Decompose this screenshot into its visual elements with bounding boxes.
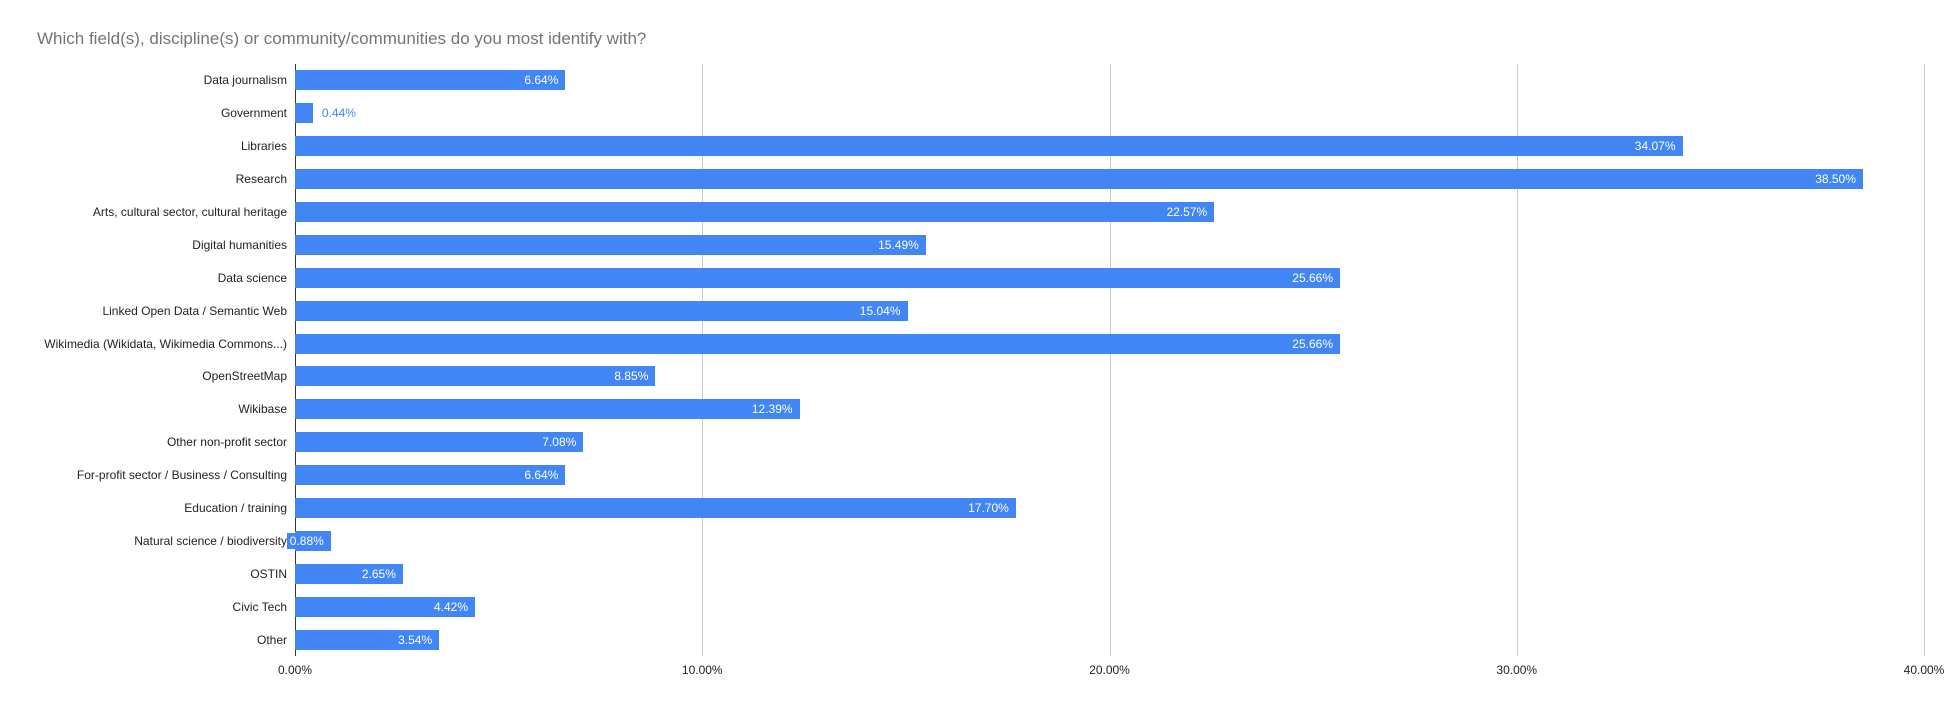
value-annotation: 34.07% bbox=[1631, 138, 1679, 155]
gridline bbox=[1924, 64, 1925, 656]
bar[interactable]: 8.85% bbox=[295, 366, 656, 387]
x-tick-label: 30.00% bbox=[1496, 663, 1538, 677]
category-label: Government bbox=[220, 106, 287, 121]
bar[interactable]: 4.42% bbox=[295, 596, 475, 617]
chart-row: Other 3.54% bbox=[257, 623, 1924, 656]
category-label: OpenStreetMap bbox=[202, 369, 287, 384]
chart-row: Education / training 17.70% bbox=[184, 492, 1924, 525]
value-annotation: 0.44% bbox=[321, 106, 356, 121]
category-label: Other bbox=[256, 632, 287, 647]
gridline bbox=[702, 64, 704, 656]
value-annotation: 17.70% bbox=[965, 500, 1012, 517]
chart-row: Digital humanities 15.49% bbox=[192, 228, 1924, 261]
bar[interactable]: 3.54% bbox=[295, 629, 440, 650]
chart-row: Civic Tech 4.42% bbox=[233, 590, 1924, 623]
chart-row: Linked Open Data / Semantic Web 15.04% bbox=[102, 294, 1924, 327]
value-annotation: 15.04% bbox=[856, 302, 904, 319]
category-label: Arts, cultural sector, cultural heritage bbox=[92, 205, 287, 219]
value-annotation: 6.64% bbox=[521, 72, 562, 89]
category-label: Libraries bbox=[240, 139, 287, 154]
bar[interactable]: 7.08% bbox=[295, 432, 584, 453]
value-annotation: 0.88% bbox=[286, 532, 327, 549]
chart-row: Wikibase 12.39% bbox=[238, 393, 1924, 426]
value-annotation: 25.66% bbox=[1289, 269, 1336, 286]
value-annotation: 15.49% bbox=[875, 236, 922, 253]
bar[interactable]: 15.04% bbox=[295, 300, 908, 321]
category-label: Linked Open Data / Semantic Web bbox=[102, 303, 287, 318]
x-tick-label: 0.00% bbox=[277, 663, 313, 677]
bar[interactable]: 6.64% bbox=[295, 465, 566, 486]
bar[interactable]: 38.50% bbox=[295, 169, 1863, 190]
chart-row: Data science 25.66% bbox=[218, 261, 1924, 294]
chart-row: Data journalism 6.64% bbox=[204, 64, 1924, 97]
value-annotation: 6.64% bbox=[521, 467, 562, 484]
category-label: Data journalism bbox=[203, 73, 287, 88]
chart-row: For-profit sector / Business / Consultin… bbox=[77, 459, 1924, 492]
category-label: Natural science / biodiversity bbox=[134, 533, 287, 548]
bar[interactable]: 12.39% bbox=[295, 399, 800, 420]
value-annotation: 2.65% bbox=[358, 565, 399, 582]
chart-row: Government 0.44% bbox=[221, 97, 1924, 130]
bar[interactable]: 0.44% bbox=[295, 103, 356, 124]
chart-row: Other non-profit sector 7.08% bbox=[167, 426, 1924, 459]
value-annotation: 25.66% bbox=[1289, 335, 1336, 352]
x-tick-label: 10.00% bbox=[681, 663, 723, 677]
chart-row: Arts, cultural sector, cultural heritage… bbox=[93, 196, 1924, 229]
chart-row: Research 38.50% bbox=[236, 163, 1924, 196]
gridline bbox=[1516, 64, 1518, 656]
category-label: Civic Tech bbox=[232, 599, 287, 614]
x-tick-label: 20.00% bbox=[1089, 663, 1130, 677]
value-annotation: 22.57% bbox=[1163, 204, 1211, 220]
value-annotation: 38.50% bbox=[1812, 171, 1859, 188]
category-label: Wikibase bbox=[238, 402, 287, 417]
axis-baseline bbox=[295, 64, 296, 656]
chart-row: Wikimedia (Wikidata, Wikimedia Commons..… bbox=[44, 327, 1924, 360]
bar[interactable]: 0.88% bbox=[286, 530, 331, 551]
gridline bbox=[1109, 64, 1111, 656]
value-annotation: 7.08% bbox=[539, 434, 580, 451]
chart-title: Which field(s), discipline(s) or communi… bbox=[37, 29, 647, 48]
category-label: Digital humanities bbox=[192, 237, 287, 252]
chart-row: Natural science / biodiversity 0.88% bbox=[134, 524, 1924, 557]
category-label: OSTIN bbox=[250, 566, 287, 581]
value-annotation: 4.42% bbox=[430, 598, 471, 615]
value-annotation: 3.54% bbox=[395, 631, 436, 648]
category-label: Wikimedia (Wikidata, Wikimedia Commons..… bbox=[44, 336, 287, 351]
chart-row: OSTIN 2.65% bbox=[250, 557, 1924, 590]
bar[interactable]: 2.65% bbox=[295, 563, 403, 584]
bar[interactable]: 15.49% bbox=[295, 234, 926, 255]
category-label: Research bbox=[235, 172, 287, 187]
category-label: Other non-profit sector bbox=[166, 435, 287, 450]
value-annotation: 8.85% bbox=[611, 368, 652, 385]
chart-row: OpenStreetMap 8.85% bbox=[202, 360, 1924, 393]
bar[interactable]: 6.64% bbox=[295, 70, 566, 91]
bar[interactable]: 22.57% bbox=[295, 202, 1215, 222]
value-annotation: 12.39% bbox=[748, 401, 796, 418]
bar[interactable]: 25.66% bbox=[295, 333, 1340, 354]
chart-row: Libraries 34.07% bbox=[241, 130, 1924, 163]
bar-rows: Data journalism 6.64% Government 0.44% L… bbox=[44, 64, 1924, 656]
category-label: Data science bbox=[217, 270, 287, 285]
category-label: For-profit sector / Business / Consultin… bbox=[76, 468, 287, 483]
bar[interactable]: 17.70% bbox=[295, 498, 1016, 519]
bar[interactable]: 34.07% bbox=[295, 136, 1683, 157]
category-label: Education / training bbox=[184, 501, 287, 516]
bar[interactable]: 25.66% bbox=[295, 267, 1340, 288]
plot-area: Data journalism 6.64% Government 0.44% L… bbox=[44, 64, 1925, 656]
x-tick-label: 40.00% bbox=[1903, 663, 1945, 677]
